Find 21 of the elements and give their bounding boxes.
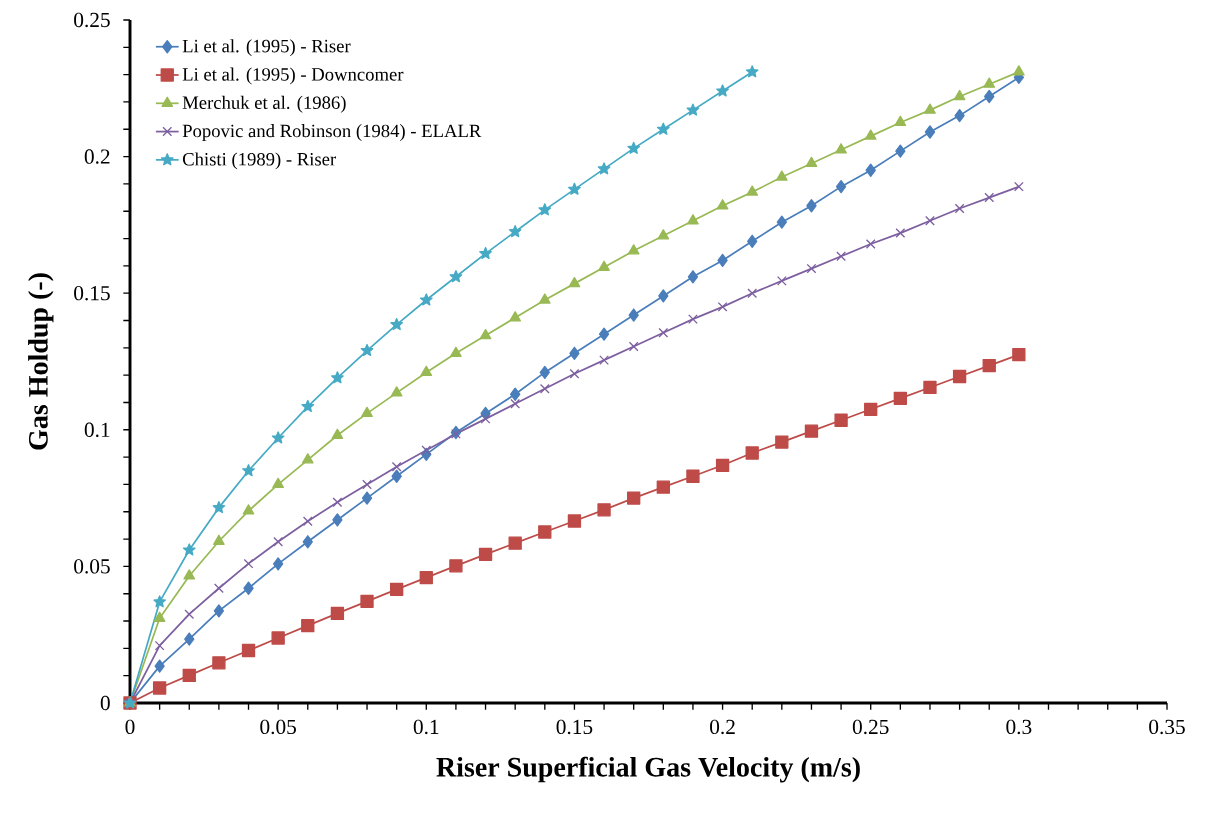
x-tick-label: 0.1 bbox=[413, 719, 439, 735]
legend-label: Li et al. (1995) - Riser bbox=[182, 39, 351, 57]
x-tick-label: 0.2 bbox=[710, 719, 735, 735]
y-tick-label: 0.05 bbox=[74, 559, 110, 574]
x-axis-title: Riser Superficial Gas Velocity (m/s) bbox=[436, 756, 860, 783]
y-tick-label: 0.1 bbox=[84, 422, 110, 438]
legend-label: Li et al. (1995) - Downcomer bbox=[182, 67, 404, 85]
x-tick-label: 0.15 bbox=[556, 719, 593, 735]
x-tick-label: 0 bbox=[125, 719, 135, 735]
x-tick-label: 0.3 bbox=[1006, 719, 1032, 735]
y-tick-label: 0 bbox=[100, 695, 110, 711]
x-tick-label: 0.35 bbox=[1149, 719, 1185, 735]
x-tick-label: 0.25 bbox=[852, 719, 889, 735]
y-tick-label: 0.15 bbox=[74, 285, 110, 301]
legend-label: Chisti (1989) - Riser bbox=[182, 152, 337, 170]
legend-label: Merchuk et al. (1986) bbox=[182, 95, 346, 113]
x-tick-label: 0.05 bbox=[260, 719, 296, 735]
y-axis-title: Gas Holdup (-) bbox=[28, 273, 54, 450]
legend-label: Popovic and Robinson (1984) - ELALR bbox=[182, 124, 482, 142]
y-tick-label: 0.2 bbox=[84, 149, 110, 164]
y-tick-label: 0.25 bbox=[74, 12, 110, 28]
